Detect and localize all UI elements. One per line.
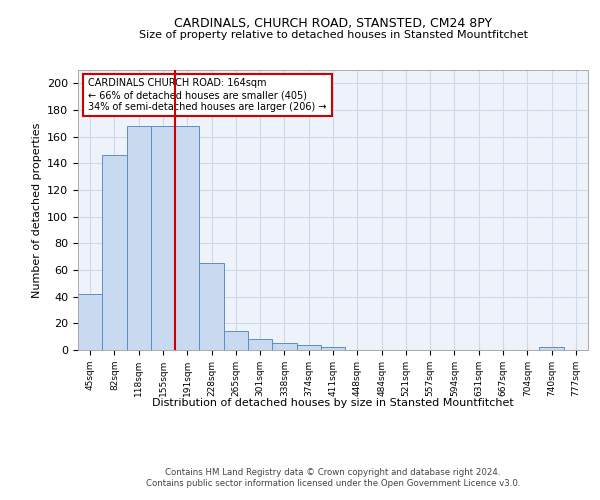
Text: CARDINALS, CHURCH ROAD, STANSTED, CM24 8PY: CARDINALS, CHURCH ROAD, STANSTED, CM24 8… <box>174 18 492 30</box>
Text: Size of property relative to detached houses in Stansted Mountfitchet: Size of property relative to detached ho… <box>139 30 527 40</box>
Text: Distribution of detached houses by size in Stansted Mountfitchet: Distribution of detached houses by size … <box>152 398 514 407</box>
Bar <box>78 294 102 350</box>
Bar <box>248 340 272 350</box>
Y-axis label: Number of detached properties: Number of detached properties <box>32 122 41 298</box>
Bar <box>296 344 321 350</box>
Bar <box>175 126 199 350</box>
Text: Contains public sector information licensed under the Open Government Licence v3: Contains public sector information licen… <box>146 480 520 488</box>
Bar <box>151 126 175 350</box>
Bar <box>539 348 564 350</box>
Bar <box>127 126 151 350</box>
Bar <box>102 156 127 350</box>
Bar <box>199 264 224 350</box>
Text: Contains HM Land Registry data © Crown copyright and database right 2024.: Contains HM Land Registry data © Crown c… <box>165 468 501 477</box>
Bar <box>321 348 345 350</box>
Bar <box>224 332 248 350</box>
Bar <box>272 344 296 350</box>
Text: CARDINALS CHURCH ROAD: 164sqm
← 66% of detached houses are smaller (405)
34% of : CARDINALS CHURCH ROAD: 164sqm ← 66% of d… <box>88 78 326 112</box>
